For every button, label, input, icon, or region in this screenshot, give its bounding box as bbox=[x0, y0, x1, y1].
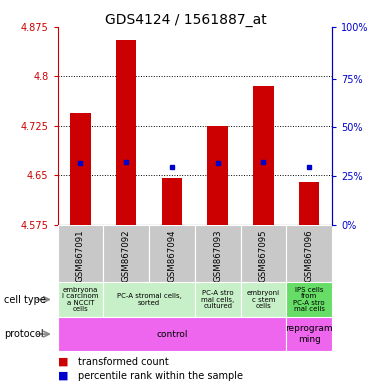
Bar bbox=[240, 225, 286, 282]
Text: GSM867092: GSM867092 bbox=[122, 229, 131, 282]
Bar bbox=[149, 225, 195, 282]
Bar bbox=[207, 126, 228, 225]
Text: IPS cells
from
PC-A stro
mal cells: IPS cells from PC-A stro mal cells bbox=[293, 287, 325, 312]
Bar bbox=[299, 182, 319, 225]
Bar bbox=[103, 225, 149, 282]
Text: GSM867096: GSM867096 bbox=[305, 229, 313, 282]
Bar bbox=[286, 225, 332, 282]
Bar bbox=[58, 282, 103, 317]
Bar bbox=[103, 282, 195, 317]
Text: GDS4124 / 1561887_at: GDS4124 / 1561887_at bbox=[105, 13, 266, 27]
Bar bbox=[286, 317, 332, 351]
Bar bbox=[58, 225, 103, 282]
Text: GSM867091: GSM867091 bbox=[76, 229, 85, 282]
Bar bbox=[58, 317, 286, 351]
Bar bbox=[253, 86, 274, 225]
Text: GSM867095: GSM867095 bbox=[259, 229, 268, 282]
Bar bbox=[286, 282, 332, 317]
Bar bbox=[70, 113, 91, 225]
Bar bbox=[116, 40, 137, 225]
Text: GSM867094: GSM867094 bbox=[167, 229, 176, 282]
Text: embryona
l carcinom
a NCCIT
cells: embryona l carcinom a NCCIT cells bbox=[62, 287, 99, 312]
Bar bbox=[240, 282, 286, 317]
Text: GSM867093: GSM867093 bbox=[213, 229, 222, 282]
Text: PC-A stromal cells,
sorted: PC-A stromal cells, sorted bbox=[116, 293, 181, 306]
Text: ■: ■ bbox=[58, 357, 68, 367]
Text: control: control bbox=[156, 329, 188, 339]
Bar bbox=[162, 179, 182, 225]
Text: ■: ■ bbox=[58, 371, 68, 381]
Text: transformed count: transformed count bbox=[78, 357, 169, 367]
Text: protocol: protocol bbox=[4, 329, 43, 339]
Text: percentile rank within the sample: percentile rank within the sample bbox=[78, 371, 243, 381]
Text: cell type: cell type bbox=[4, 295, 46, 305]
Text: reprogram
ming: reprogram ming bbox=[285, 324, 333, 344]
Text: embryoni
c stem
cells: embryoni c stem cells bbox=[247, 290, 280, 309]
Bar bbox=[195, 282, 240, 317]
Text: PC-A stro
mal cells,
cultured: PC-A stro mal cells, cultured bbox=[201, 290, 234, 309]
Bar bbox=[195, 225, 240, 282]
